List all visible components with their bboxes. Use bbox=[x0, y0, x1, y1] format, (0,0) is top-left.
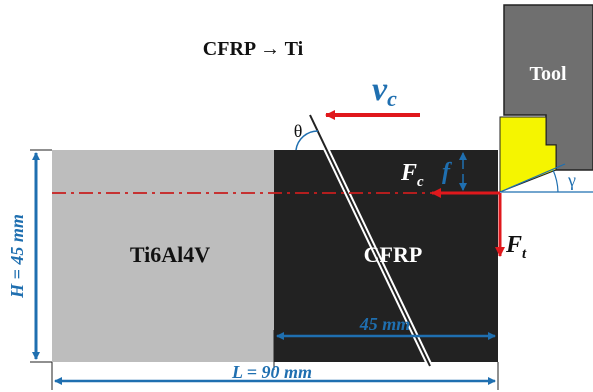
feed-label: f bbox=[442, 159, 452, 185]
theta-arc bbox=[295, 130, 319, 151]
direction-title: CFRP → Ti bbox=[203, 38, 304, 60]
theta-symbol: θ bbox=[294, 121, 303, 141]
tool-label: Tool bbox=[529, 63, 567, 85]
titanium-block bbox=[52, 150, 274, 362]
cfrp-label: CFRP bbox=[364, 242, 423, 267]
rake-face-line bbox=[499, 163, 566, 193]
rake-angle-arc bbox=[552, 169, 559, 193]
height-dimension-label: H = 45 mm bbox=[7, 214, 27, 299]
cfrp-width-label: 45 mm bbox=[359, 314, 411, 334]
cutting-force-label: Fc bbox=[400, 160, 424, 190]
fiber-direction-line bbox=[307, 113, 433, 368]
titanium-label: Ti6Al4V bbox=[130, 242, 210, 267]
length-dimension-label: L = 90 mm bbox=[231, 362, 312, 382]
cutting-velocity-label: vc bbox=[372, 71, 397, 111]
gamma-symbol: γ bbox=[567, 170, 576, 190]
thrust-force-label: Ft bbox=[505, 232, 527, 262]
